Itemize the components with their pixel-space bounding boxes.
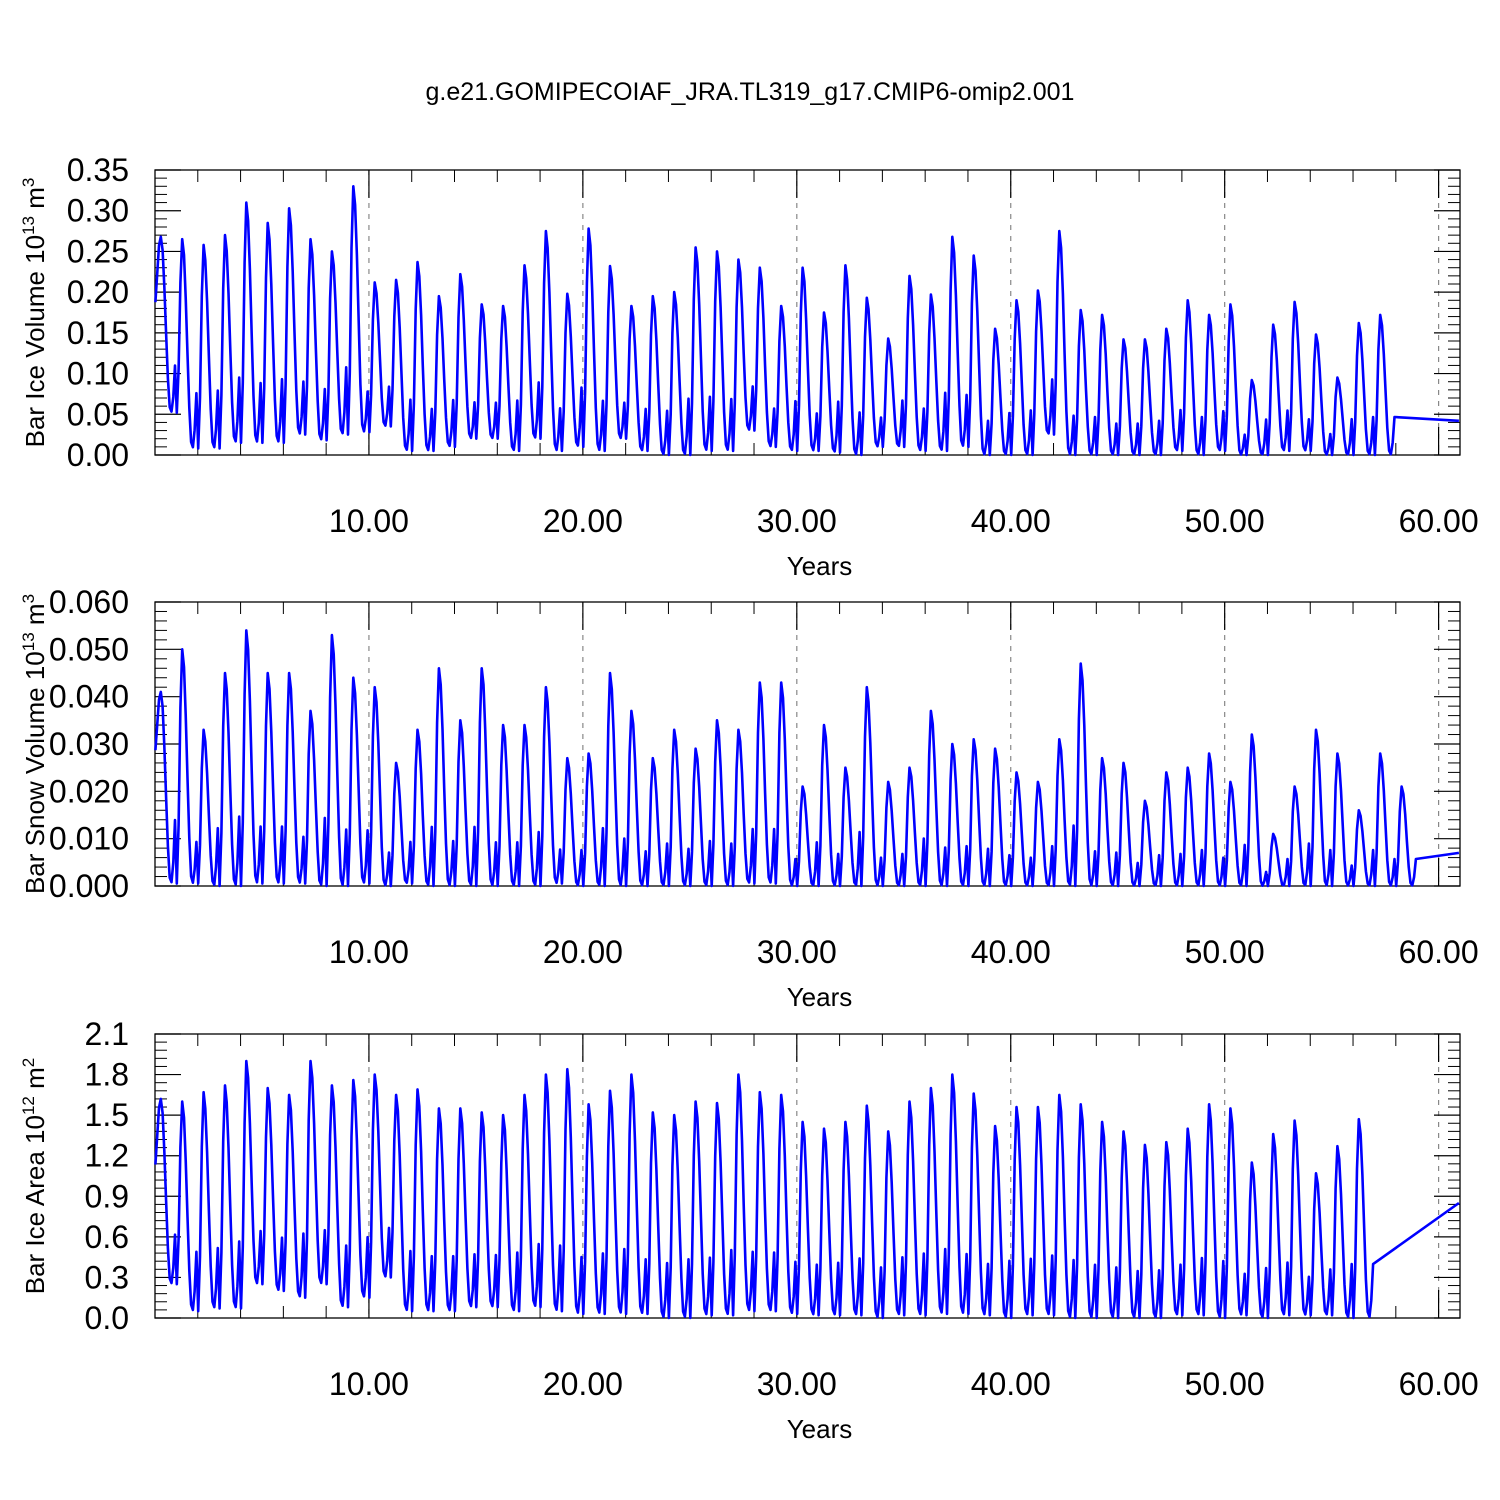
y-tick-label: 0.020 (49, 773, 129, 809)
y-tick-label: 0.10 (67, 356, 129, 392)
panel-2: 0.000 0.010 0.020 0.030 0.040 0.050 0.060 10.00… (19, 584, 1479, 1012)
y-tick-label: 0.05 (67, 396, 129, 432)
y-tick-label: 0.15 (67, 315, 129, 351)
y-tick-label: 0.040 (49, 679, 129, 715)
y-tick-label: 0.20 (67, 274, 129, 310)
x-tick-label: 30.00 (757, 934, 837, 970)
x-tick-label: 60.00 (1399, 934, 1479, 970)
x-tick-label: 50.00 (1185, 934, 1265, 970)
x-tick-label: 10.00 (329, 503, 409, 539)
panel-1: 0.00 0.05 0.10 0.15 0.20 0.25 0.30 0.35 10.00 20.… (19, 152, 1479, 581)
x-tick-label: 30.00 (757, 1366, 837, 1402)
y-tick-label: 0.30 (67, 193, 129, 229)
y-axis-title: Bar Ice Area 1012 m2 (19, 1058, 50, 1295)
y-tick-label: 2.1 (85, 1016, 129, 1052)
y-tick-label: 0.35 (67, 152, 129, 188)
y-tick-label: 0.060 (49, 584, 129, 620)
y-tick-label: 1.5 (85, 1097, 129, 1133)
y-tick-label: 1.2 (85, 1138, 129, 1174)
x-axis-title: Years (787, 1414, 853, 1444)
y-tick-label: 0.010 (49, 821, 129, 857)
x-tick-label: 20.00 (543, 503, 623, 539)
series-line (154, 629, 1460, 888)
y-tick-label: 0.9 (85, 1178, 129, 1214)
x-tick-label: 10.00 (329, 1366, 409, 1402)
x-tick-label: 60.00 (1399, 1366, 1479, 1402)
x-axis-title: Years (787, 551, 853, 581)
chart-title: g.e21.GOMIPECOIAF_JRA.TL319_g17.CMIP6-om… (425, 78, 1075, 106)
x-tick-label: 40.00 (971, 934, 1051, 970)
x-tick-label: 40.00 (971, 503, 1051, 539)
y-tick-label: 1.8 (85, 1057, 129, 1093)
y-tick-label: 0.00 (67, 437, 129, 473)
x-tick-label: 10.00 (329, 934, 409, 970)
panel-3: 0.0 0.3 0.6 0.9 1.2 1.5 1.8 2.1 10.00 20.00 30.00 4… (19, 1016, 1479, 1444)
x-tick-label: 50.00 (1185, 503, 1265, 539)
x-axis-title: Years (787, 982, 853, 1012)
x-tick-label: 40.00 (971, 1366, 1051, 1402)
plot-frame (154, 169, 1461, 456)
y-tick-label: 0.000 (49, 868, 129, 904)
y-axis-title: Bar Snow Volume 1013 m3 (19, 594, 50, 894)
x-tick-label: 60.00 (1399, 503, 1479, 539)
y-tick-label: 0.050 (49, 631, 129, 667)
y-tick-label: 0.3 (85, 1259, 129, 1295)
plot-frame (154, 1033, 1461, 1319)
y-tick-label: 0.6 (85, 1219, 129, 1255)
series-line (154, 1059, 1460, 1320)
x-tick-label: 20.00 (543, 1366, 623, 1402)
x-tick-label: 30.00 (757, 503, 837, 539)
series-line (154, 185, 1459, 457)
x-tick-label: 50.00 (1185, 1366, 1265, 1402)
y-tick-label: 0.0 (85, 1300, 129, 1336)
y-tick-label: 0.25 (67, 233, 129, 269)
y-axis-title: Bar Ice Volume 1013 m3 (19, 178, 50, 448)
y-tick-label: 0.030 (49, 726, 129, 762)
x-tick-label: 20.00 (543, 934, 623, 970)
